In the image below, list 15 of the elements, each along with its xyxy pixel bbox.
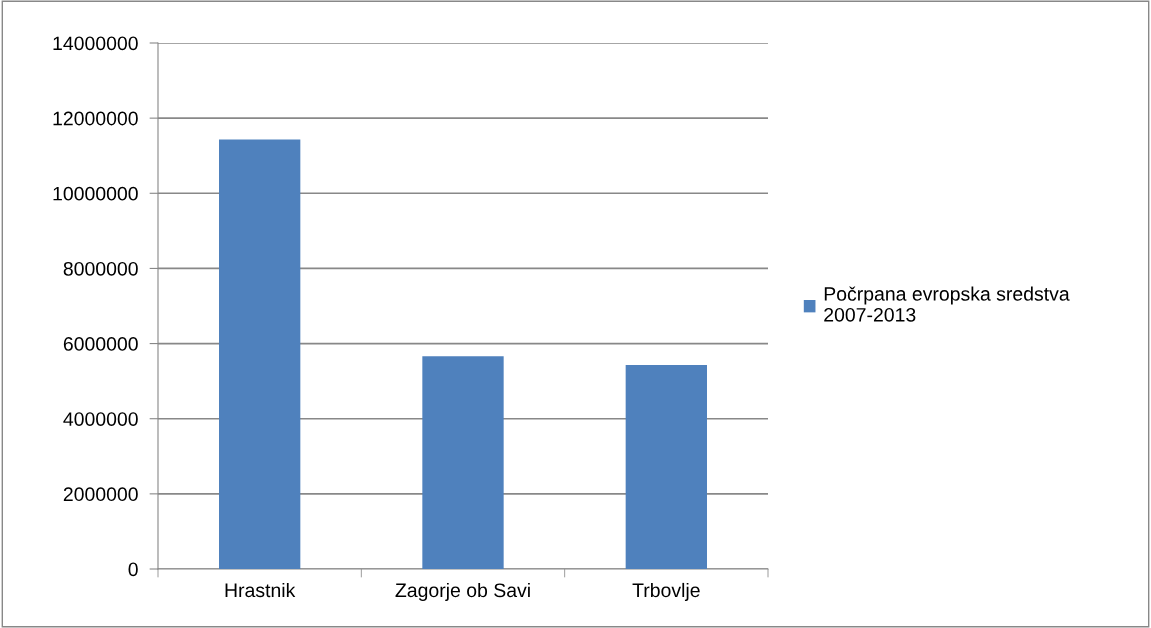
y-tick-label: 8000000: [63, 261, 138, 276]
x-tick-label: Zagorje ob Savi: [395, 582, 530, 602]
y-tick-label: 14000000: [53, 36, 138, 51]
legend-label: Počrpana evropska sredstva 2007-2013: [824, 286, 1070, 322]
y-tick-label: 6000000: [63, 337, 138, 351]
y-tick-label: 10000000: [53, 186, 138, 201]
y-tick-label: 4000000: [63, 412, 138, 426]
y-tick-label: 12000000: [53, 111, 138, 126]
y-tick-label: 0: [128, 562, 138, 577]
x-tick-label: Trbovlje: [632, 582, 700, 602]
bar: [625, 364, 707, 569]
bar: [219, 139, 301, 569]
x-tick-label: Hrastnik: [225, 582, 296, 598]
y-tick-label: 2000000: [63, 487, 138, 502]
bar: [422, 356, 504, 569]
